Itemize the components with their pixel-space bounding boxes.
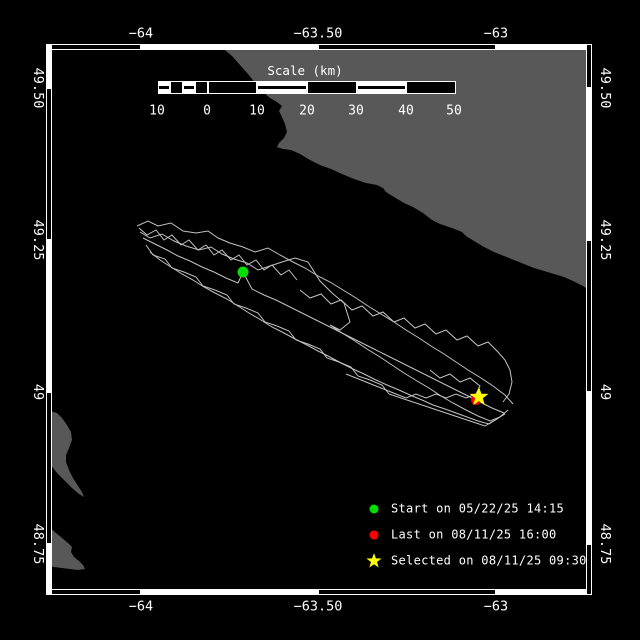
drifter-track-line bbox=[145, 244, 506, 427]
drifter-track-line bbox=[149, 251, 506, 425]
scale-bar-tick-label: 10 bbox=[249, 103, 265, 119]
frame-right-segment bbox=[586, 392, 592, 544]
longitude-label-top: −63 bbox=[483, 25, 509, 42]
legend-label: Selected on 08/11/25 09:30 bbox=[391, 553, 587, 568]
legend-circle-marker bbox=[369, 504, 379, 514]
legend-star-marker bbox=[366, 553, 382, 568]
longitude-label-top: −64 bbox=[128, 25, 154, 42]
scale-bar-segment bbox=[307, 81, 357, 94]
scale-bar-segment bbox=[356, 81, 407, 94]
frame-top-segment bbox=[46, 44, 141, 50]
scale-bar-segment bbox=[182, 81, 196, 94]
scale-bar-tick-label: 50 bbox=[446, 103, 462, 119]
latitude-label-left: 49.25 bbox=[29, 219, 46, 261]
latitude-label-left: 48.75 bbox=[29, 523, 46, 565]
latitude-label-right: 49.25 bbox=[596, 219, 613, 261]
drifter-track-line bbox=[136, 220, 514, 405]
drifter-track-line bbox=[142, 237, 505, 414]
longitude-label-top: −63.50 bbox=[293, 25, 343, 42]
scale-bar-stripe bbox=[159, 86, 170, 89]
latitude-label-left: 49 bbox=[29, 383, 46, 401]
longitude-label-bottom: −63.50 bbox=[293, 598, 343, 615]
scale-bar-tick-label: 40 bbox=[398, 103, 414, 119]
scale-bar-tick-label: 10 bbox=[149, 103, 165, 119]
frame-left-segment bbox=[46, 392, 52, 544]
scale-bar-segment bbox=[195, 81, 208, 94]
scale-bar-title: Scale (km) bbox=[267, 62, 343, 78]
latitude-label-left: 49.50 bbox=[29, 67, 46, 109]
longitude-label-bottom: −63 bbox=[483, 598, 509, 615]
frame-bottom-segment bbox=[141, 589, 318, 595]
legend-label: Last on 08/11/25 16:00 bbox=[391, 527, 557, 542]
frame-bottom-segment bbox=[318, 589, 496, 595]
land-polygon bbox=[225, 50, 586, 288]
scale-bar-segment bbox=[257, 81, 307, 94]
frame-top-segment bbox=[496, 44, 592, 50]
scale-bar-tick-label: 20 bbox=[299, 103, 315, 119]
frame-right-segment bbox=[586, 88, 592, 240]
scale-bar-stripe bbox=[183, 86, 195, 89]
frame-bottom-segment bbox=[496, 589, 592, 595]
frame-left-segment bbox=[46, 44, 52, 88]
drifter-track-line bbox=[345, 369, 481, 399]
frame-left-segment bbox=[46, 544, 52, 595]
scale-bar-stripe bbox=[258, 86, 306, 89]
land-polygon bbox=[52, 411, 84, 497]
frame-bottom-segment bbox=[46, 589, 141, 595]
scale-bar-tick-label: 30 bbox=[348, 103, 364, 119]
scale-bar-segment bbox=[207, 81, 258, 94]
frame-top-segment bbox=[318, 44, 496, 50]
scale-bar-segment bbox=[170, 81, 183, 94]
frame-left-segment bbox=[46, 240, 52, 392]
scale-bar-segment bbox=[158, 81, 171, 94]
latitude-label-right: 48.75 bbox=[596, 523, 613, 565]
map-layers bbox=[52, 50, 586, 570]
frame-right-segment bbox=[586, 44, 592, 88]
drifter-track-line bbox=[138, 227, 298, 281]
scale-bar-stripe bbox=[357, 86, 406, 89]
longitude-label-bottom: −64 bbox=[128, 598, 154, 615]
scale-bar-segment bbox=[406, 81, 456, 94]
selected-marker bbox=[469, 387, 489, 406]
drifter-track-line bbox=[139, 231, 509, 422]
scale-bar-tick-label: 0 bbox=[203, 103, 211, 119]
land-polygon bbox=[52, 529, 85, 570]
legend-label: Start on 05/22/25 14:15 bbox=[391, 501, 565, 516]
frame-top-segment bbox=[141, 44, 318, 50]
frame-left-segment bbox=[46, 88, 52, 240]
legend-circle-marker bbox=[369, 530, 379, 540]
drifter-track-line bbox=[299, 289, 513, 403]
latitude-label-right: 49.50 bbox=[596, 67, 613, 109]
frame-right-segment bbox=[586, 240, 592, 392]
frame-right-segment bbox=[586, 544, 592, 595]
latitude-label-right: 49 bbox=[596, 383, 613, 401]
start-marker bbox=[237, 266, 249, 278]
